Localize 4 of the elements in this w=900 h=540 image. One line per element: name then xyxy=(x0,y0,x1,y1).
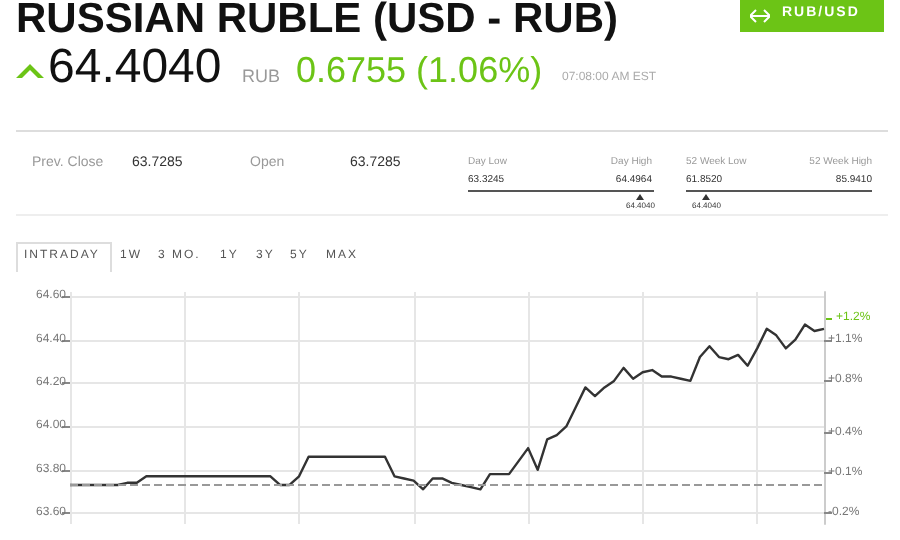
text: RUB xyxy=(242,66,281,86)
text: 0.6755 (1.06%) xyxy=(296,50,543,92)
text: 64.4040 xyxy=(48,40,222,96)
chart-title: RUSSIAN RUBLE (USD - RUB) xyxy=(16,0,618,44)
